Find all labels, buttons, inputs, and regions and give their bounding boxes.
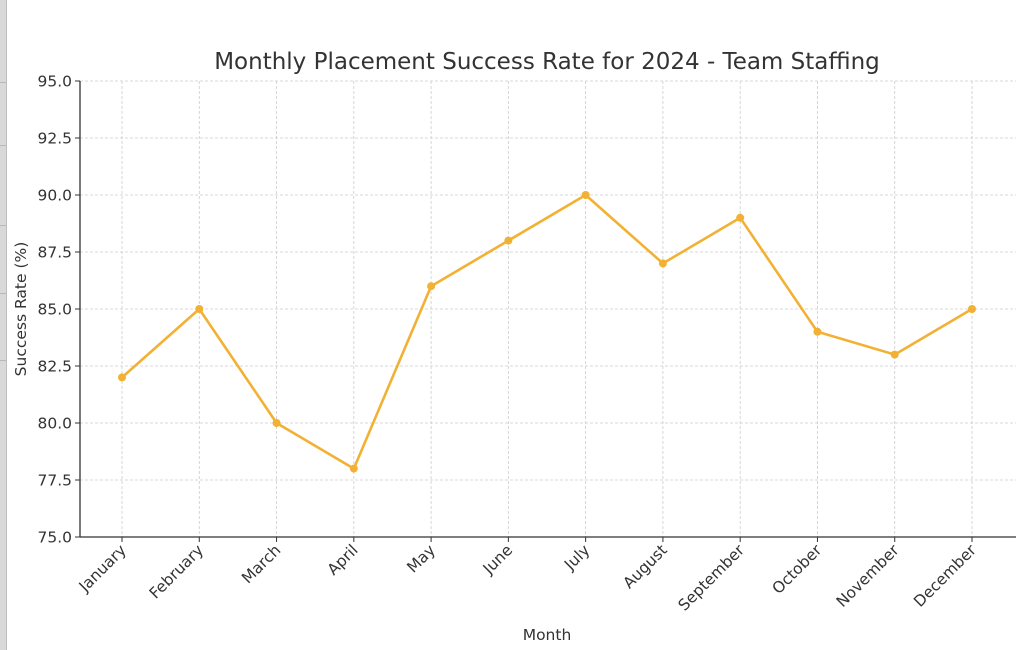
y-tick-label: 92.5 bbox=[37, 130, 72, 148]
data-point-marker bbox=[736, 213, 745, 222]
y-tick-label: 85.0 bbox=[37, 301, 72, 319]
x-tick-label: March bbox=[238, 541, 284, 587]
data-point-marker bbox=[349, 464, 358, 473]
data-point-marker bbox=[272, 419, 281, 427]
x-axis-ticks: January February March April May June July Augu… bbox=[75, 537, 980, 614]
y-tick-label: 82.5 bbox=[37, 358, 72, 376]
x-tick-label: October bbox=[769, 541, 826, 598]
y-tick-label: 90.0 bbox=[37, 187, 72, 205]
data-point-marker bbox=[581, 191, 590, 199]
y-axis-label: Success Rate (%) bbox=[12, 242, 30, 377]
data-point-marker bbox=[813, 327, 822, 336]
data-point-marker bbox=[890, 350, 899, 359]
x-axis-label: Month bbox=[523, 626, 572, 644]
y-tick-label: 95.0 bbox=[37, 73, 72, 91]
y-tick-label: 75.0 bbox=[37, 529, 72, 547]
data-point-marker bbox=[658, 259, 667, 268]
data-point-marker bbox=[118, 373, 126, 382]
data-series bbox=[118, 191, 976, 473]
x-tick-label: November bbox=[833, 541, 903, 611]
x-tick-label: August bbox=[620, 541, 671, 592]
x-tick-label: April bbox=[324, 541, 362, 579]
x-tick-label: May bbox=[404, 541, 439, 576]
chart-title: Monthly Placement Success Rate for 2024 … bbox=[214, 49, 880, 75]
data-point-marker bbox=[968, 305, 976, 313]
x-tick-label: February bbox=[146, 541, 207, 602]
x-tick-label: January bbox=[75, 541, 130, 596]
y-tick-label: 77.5 bbox=[37, 472, 72, 490]
y-axis-ticks: 75.0 77.5 80.0 82.5 85.0 87.5 90.0 92.5 95.0 bbox=[37, 73, 80, 547]
x-tick-label: June bbox=[479, 541, 516, 578]
grid-lines bbox=[80, 80, 1016, 538]
y-tick-label: 80.0 bbox=[37, 415, 72, 433]
data-point-marker bbox=[504, 236, 513, 245]
x-tick-label: December bbox=[910, 541, 980, 611]
data-point-marker bbox=[427, 282, 436, 291]
data-point-marker bbox=[195, 305, 204, 313]
x-tick-label: July bbox=[560, 541, 593, 574]
series-line bbox=[121, 193, 973, 470]
y-tick-label: 87.5 bbox=[37, 244, 72, 262]
x-tick-label: September bbox=[675, 541, 749, 615]
background-window-edge bbox=[0, 0, 7, 650]
